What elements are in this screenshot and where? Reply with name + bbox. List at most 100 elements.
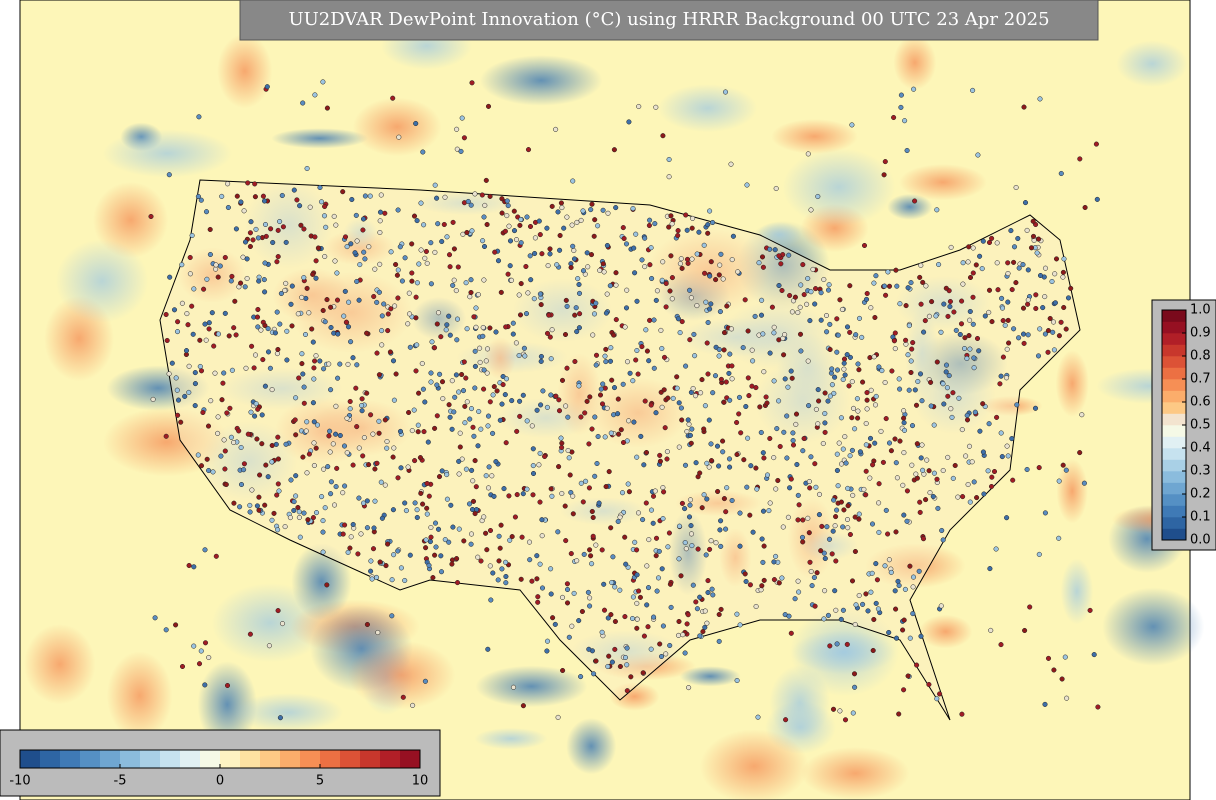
obs-dot <box>495 258 502 264</box>
obs-dot <box>1058 319 1064 325</box>
obs-dot <box>682 540 688 546</box>
obs-dot <box>313 353 319 359</box>
field-blob <box>658 84 758 133</box>
obs-dot <box>760 559 766 565</box>
obs-dot <box>322 253 328 260</box>
obs-dot <box>740 345 746 351</box>
obs-dot <box>994 240 1000 246</box>
obs-dot <box>863 442 869 448</box>
obs-dot <box>1082 204 1088 211</box>
obs-dot <box>745 435 751 441</box>
obs-dot <box>979 266 985 272</box>
obs-dot <box>967 346 973 352</box>
obs-dot <box>920 279 926 285</box>
obs-dot <box>301 275 307 281</box>
obs-dot <box>414 280 420 286</box>
obs-dot <box>844 516 851 523</box>
obs-dot <box>231 439 237 446</box>
obs-dot <box>703 552 709 558</box>
obs-dot <box>715 488 721 495</box>
obs-dot <box>685 260 691 266</box>
obs-dot <box>548 486 554 492</box>
obs-dot <box>513 237 520 243</box>
obs-dot <box>321 366 327 372</box>
obs-dot <box>661 354 668 360</box>
obs-dot <box>334 465 340 471</box>
obs-dot <box>189 303 195 309</box>
obs-dot <box>301 226 307 232</box>
obs-dot <box>304 165 310 172</box>
obs-dot <box>805 358 811 364</box>
obs-dot <box>795 517 801 523</box>
obs-dot <box>461 359 467 365</box>
obs-dot <box>450 282 456 288</box>
obs-dot <box>481 514 487 520</box>
obs-dot <box>428 524 434 531</box>
obs-dot <box>438 334 444 340</box>
obs-dot <box>595 223 601 229</box>
colorbar-tick-label: 0.7 <box>1190 372 1211 387</box>
obs-dot <box>970 321 976 327</box>
obs-dot <box>319 494 325 500</box>
obs-dot <box>631 245 637 251</box>
obs-dot <box>706 464 712 470</box>
obs-dot <box>789 309 795 315</box>
obs-dot <box>874 577 880 583</box>
obs-dot <box>934 359 940 365</box>
obs-dot <box>847 531 853 538</box>
obs-dot <box>410 702 416 708</box>
obs-dot <box>836 440 842 446</box>
obs-dot <box>897 386 903 392</box>
obs-dot <box>511 208 517 214</box>
obs-dot <box>420 149 426 155</box>
obs-dot <box>707 546 713 552</box>
obs-dot <box>767 500 773 506</box>
obs-dot <box>956 395 962 401</box>
obs-dot <box>213 262 219 268</box>
obs-dot <box>503 573 509 580</box>
obs-dot <box>747 582 753 588</box>
obs-dot <box>384 445 390 451</box>
obs-dot <box>206 326 212 332</box>
obs-dot <box>967 274 974 281</box>
obs-dot <box>260 357 266 363</box>
obs-dot <box>709 586 715 592</box>
obs-dot <box>760 264 766 270</box>
obs-dot <box>364 330 370 336</box>
obs-dot <box>717 309 723 315</box>
obs-dot <box>446 252 453 258</box>
obs-dot <box>905 352 911 358</box>
field-blob <box>217 33 273 109</box>
obs-dot <box>882 159 888 165</box>
obs-dot <box>634 547 640 553</box>
obs-dot <box>424 480 430 487</box>
obs-dot <box>927 490 933 496</box>
obs-dot <box>485 103 492 109</box>
obs-dot <box>935 505 941 511</box>
obs-dot <box>347 398 353 405</box>
obs-dot <box>837 708 843 714</box>
colorbar-segment <box>1162 505 1186 518</box>
obs-dot <box>175 397 182 403</box>
obs-dot <box>806 403 812 409</box>
obs-dot <box>416 261 422 267</box>
obs-dot <box>258 327 264 333</box>
obs-dot <box>986 421 992 427</box>
obs-dot <box>588 207 594 213</box>
obs-dot <box>917 509 923 515</box>
obs-dot <box>301 510 307 516</box>
obs-dot <box>827 643 833 649</box>
obs-dot <box>676 444 682 450</box>
obs-dot <box>677 330 683 336</box>
obs-dot <box>305 517 311 523</box>
obs-dot <box>615 518 621 525</box>
obs-dot <box>693 599 699 605</box>
obs-dot <box>612 584 618 590</box>
obs-dot <box>372 266 378 272</box>
obs-dot <box>604 291 610 297</box>
obs-dot <box>550 615 556 621</box>
obs-dot <box>337 432 343 439</box>
obs-dot <box>549 203 555 209</box>
field-blob <box>782 148 896 226</box>
